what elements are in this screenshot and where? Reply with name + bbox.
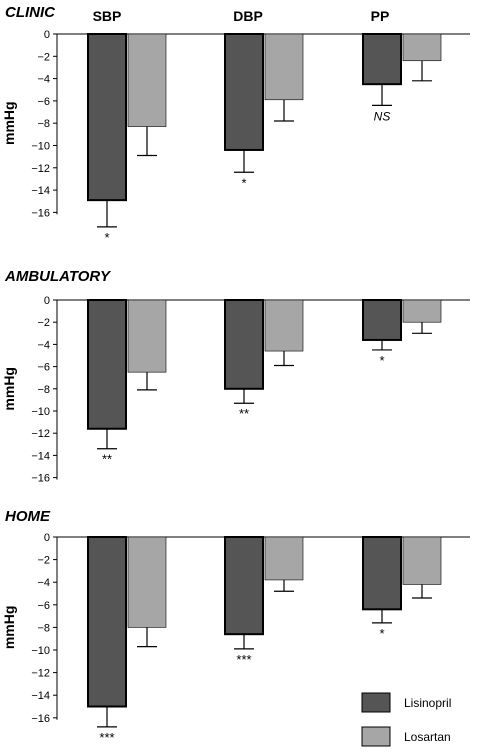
y-tick-label: −4 — [37, 577, 50, 589]
y-tick-label: −10 — [31, 645, 50, 657]
significance-marker: * — [104, 230, 109, 245]
y-tick-label: −10 — [31, 406, 50, 418]
bar-lisinopril-pp — [362, 536, 402, 611]
significance-marker: ** — [239, 406, 249, 421]
significance-marker: * — [379, 626, 384, 641]
significance-marker: ** — [102, 452, 112, 467]
bar-losartan-sbp — [127, 299, 167, 373]
y-tick-label: −10 — [31, 141, 50, 153]
significance-marker: * — [379, 353, 384, 368]
y-axis-label: mmHg — [1, 367, 17, 411]
chart-panel-clinic: CLINIC SBP DBP PP mmHg 0 −2 −4 −6 −8 −10 −12 −14 −16 *… — [1, 4, 470, 245]
y-tick-label: −8 — [37, 384, 50, 396]
bar-losartan-pp — [402, 299, 442, 323]
bar-lisinopril-sbp — [87, 536, 127, 708]
bar-lisinopril-sbp — [87, 299, 127, 430]
bar-lisinopril-dbp — [224, 299, 264, 390]
bar-losartan-sbp — [127, 33, 167, 127]
bar-losartan-dbp — [264, 299, 304, 352]
legend-label-losartan: Losartan — [404, 730, 451, 744]
legend-swatch-losartan — [361, 726, 391, 747]
y-tick-label: −6 — [37, 362, 50, 374]
bar-losartan-pp — [402, 33, 442, 62]
y-tick-label: −12 — [31, 428, 50, 440]
legend-label-lisinopril: Lisinopril — [404, 696, 451, 710]
y-tick-label: −14 — [31, 450, 50, 462]
legend-swatch-lisinopril — [361, 692, 391, 713]
legend: Lisinopril Losartan — [361, 692, 451, 747]
y-tick-label: 0 — [44, 532, 50, 544]
y-tick-label: −16 — [31, 713, 50, 725]
bar-lisinopril-pp — [362, 299, 402, 341]
panel-title: CLINIC — [5, 4, 56, 21]
bar-lisinopril-sbp — [87, 33, 127, 202]
y-axis-label: mmHg — [1, 606, 17, 650]
significance-marker: *** — [236, 652, 251, 667]
bar-losartan-sbp — [127, 536, 167, 628]
y-tick-label: −2 — [37, 317, 50, 329]
y-tick-label: −4 — [37, 339, 50, 351]
y-axis-label: mmHg — [1, 101, 17, 145]
bar-losartan-dbp — [264, 33, 304, 101]
y-tick-label: −2 — [37, 51, 50, 63]
significance-marker: * — [241, 175, 246, 190]
y-tick-label: 0 — [44, 295, 50, 307]
y-tick-label: −2 — [37, 555, 50, 567]
y-tick-label: −14 — [31, 690, 50, 702]
category-label: SBP — [93, 8, 122, 24]
y-tick-label: −8 — [37, 118, 50, 130]
category-label: PP — [371, 8, 390, 24]
y-tick-label: −6 — [37, 96, 50, 108]
y-tick-label: 0 — [44, 29, 50, 41]
y-tick-label: −16 — [31, 207, 50, 219]
y-tick-label: −8 — [37, 622, 50, 634]
y-tick-label: −14 — [31, 185, 50, 197]
panel-title: HOME — [5, 508, 51, 525]
bar-losartan-dbp — [264, 536, 304, 581]
y-tick-label: −4 — [37, 74, 50, 86]
significance-marker: *** — [99, 730, 114, 745]
bar-losartan-pp — [402, 536, 442, 585]
y-tick-label: −12 — [31, 163, 50, 175]
y-tick-label: −12 — [31, 668, 50, 680]
panel-title: AMBULATORY — [4, 268, 112, 285]
bar-lisinopril-dbp — [224, 33, 264, 151]
y-tick-label: −16 — [31, 473, 50, 485]
bar-lisinopril-dbp — [224, 536, 264, 636]
bar-lisinopril-pp — [362, 33, 402, 86]
category-label: DBP — [233, 8, 263, 24]
y-tick-label: −6 — [37, 600, 50, 612]
significance-marker: NS — [374, 109, 391, 123]
